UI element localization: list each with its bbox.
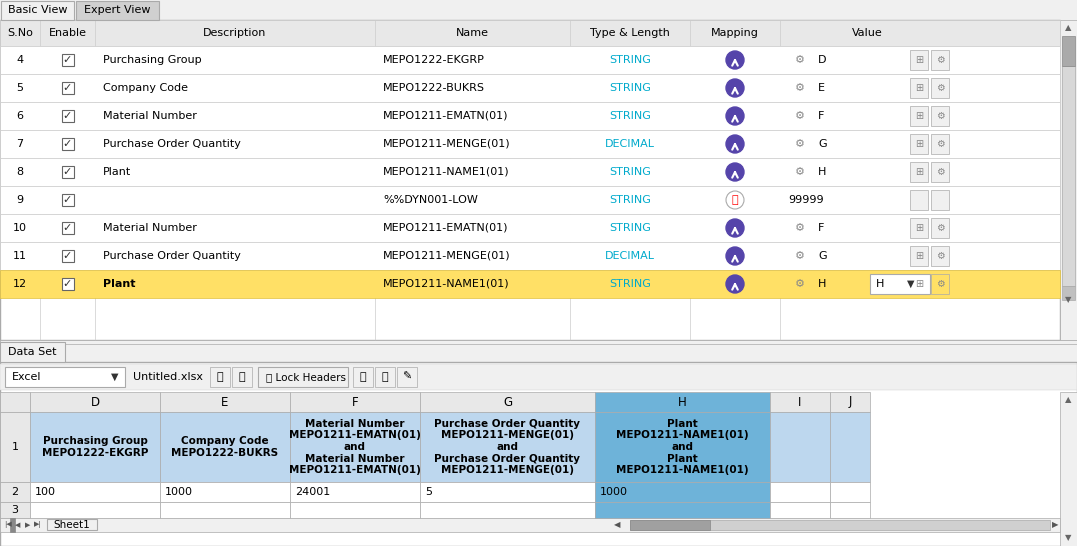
Bar	[0, 186, 1060, 214]
Text: Company Code: Company Code	[103, 83, 188, 93]
Text: MEPO1211-EMATN(01): MEPO1211-EMATN(01)	[383, 111, 508, 121]
Bar	[0, 242, 1060, 270]
Bar	[232, 367, 252, 387]
Text: Sheet1: Sheet1	[54, 520, 90, 530]
Bar	[61, 222, 73, 234]
Bar	[0, 518, 1060, 532]
Bar	[160, 482, 290, 502]
Text: Plant: Plant	[103, 167, 131, 177]
Text: ⚙: ⚙	[936, 251, 945, 261]
Bar	[931, 274, 949, 294]
Text: Data Set: Data Set	[9, 347, 57, 357]
Bar	[76, 1, 159, 20]
Bar	[0, 392, 30, 412]
Text: Purchase Order Quantity: Purchase Order Quantity	[103, 139, 241, 149]
Text: 📂: 📂	[239, 372, 246, 382]
Text: ✓: ✓	[62, 83, 72, 93]
Text: 9: 9	[16, 195, 24, 205]
Circle shape	[726, 191, 744, 209]
Bar	[160, 412, 290, 482]
Text: ⊞: ⊞	[915, 223, 923, 233]
Bar	[910, 134, 928, 154]
Text: 100: 100	[34, 487, 56, 497]
Bar	[630, 520, 710, 530]
Bar	[353, 367, 373, 387]
Text: Value: Value	[852, 28, 883, 38]
Text: %%DYN001-LOW: %%DYN001-LOW	[383, 195, 478, 205]
Text: ✓: ✓	[62, 223, 72, 233]
Text: F: F	[819, 223, 824, 233]
Text: ▼: ▼	[907, 279, 914, 289]
Text: ⊞: ⊞	[915, 279, 923, 289]
Text: 💾: 💾	[216, 372, 223, 382]
Text: 🔒 Lock Headers: 🔒 Lock Headers	[266, 372, 346, 382]
Bar	[595, 482, 770, 502]
Text: Purchase Order Quantity
MEPO1211-MENGE(01)
and
Purchase Order Quantity
MEPO1211-: Purchase Order Quantity MEPO1211-MENGE(0…	[434, 419, 581, 475]
Text: ▼: ▼	[1065, 533, 1072, 543]
Text: Company Code
MEPO1222-BUKRS: Company Code MEPO1222-BUKRS	[171, 436, 279, 458]
Text: H: H	[876, 279, 884, 289]
Text: 1000: 1000	[165, 487, 193, 497]
Text: ◀: ◀	[15, 522, 20, 528]
Text: D: D	[819, 55, 826, 65]
Bar	[595, 392, 770, 412]
Text: ⚙: ⚙	[936, 55, 945, 65]
Text: ✎: ✎	[403, 372, 411, 382]
Text: DECIMAL: DECIMAL	[605, 139, 655, 149]
Bar	[910, 190, 928, 210]
Text: 8: 8	[16, 167, 24, 177]
Text: ✓: ✓	[62, 139, 72, 149]
Bar	[290, 412, 420, 482]
Bar	[375, 367, 395, 387]
Text: ⚙: ⚙	[936, 83, 945, 93]
Text: ▼: ▼	[111, 372, 118, 382]
Text: ⚙: ⚙	[795, 139, 805, 149]
Bar	[931, 218, 949, 238]
Bar	[420, 412, 595, 482]
Text: 3: 3	[12, 505, 18, 515]
Bar	[1062, 66, 1075, 286]
Text: MEPO1222-BUKRS: MEPO1222-BUKRS	[383, 83, 485, 93]
Bar	[1062, 36, 1075, 66]
Bar	[830, 392, 870, 412]
Bar	[61, 54, 73, 66]
Bar	[61, 194, 73, 206]
Text: S.No: S.No	[8, 28, 33, 38]
Text: Purchasing Group
MEPO1222-EKGRP: Purchasing Group MEPO1222-EKGRP	[42, 436, 149, 458]
Bar	[0, 46, 1060, 74]
Bar	[770, 412, 830, 482]
Text: ⚙: ⚙	[936, 111, 945, 121]
Bar	[931, 50, 949, 70]
Text: ⚙: ⚙	[936, 223, 945, 233]
Bar	[290, 392, 420, 412]
Text: ▶: ▶	[26, 522, 30, 528]
Bar	[0, 102, 1060, 130]
Bar	[420, 482, 595, 502]
Text: DECIMAL: DECIMAL	[605, 251, 655, 261]
Bar	[47, 519, 97, 530]
Text: ✓: ✓	[62, 251, 72, 261]
Bar	[61, 166, 73, 178]
Text: H: H	[819, 167, 826, 177]
Text: |◀: |◀	[4, 521, 12, 529]
Text: 1000: 1000	[600, 487, 628, 497]
Circle shape	[726, 275, 744, 293]
Bar	[160, 502, 290, 518]
Bar	[910, 106, 928, 126]
Text: MEPO1211-NAME1(01): MEPO1211-NAME1(01)	[383, 279, 509, 289]
Text: ⚙: ⚙	[795, 83, 805, 93]
Text: STRING: STRING	[610, 111, 651, 121]
Text: Expert View: Expert View	[84, 5, 151, 15]
Text: 2: 2	[12, 487, 18, 497]
Text: ⚙: ⚙	[936, 279, 945, 289]
Bar	[61, 82, 73, 94]
Bar	[61, 138, 73, 150]
Text: 6: 6	[16, 111, 24, 121]
Bar	[595, 502, 770, 518]
Bar	[910, 274, 928, 294]
Text: ✓: ✓	[62, 279, 72, 289]
Bar	[770, 392, 830, 412]
Text: D: D	[90, 395, 99, 408]
Bar	[0, 412, 30, 482]
Text: ⊞: ⊞	[915, 55, 923, 65]
